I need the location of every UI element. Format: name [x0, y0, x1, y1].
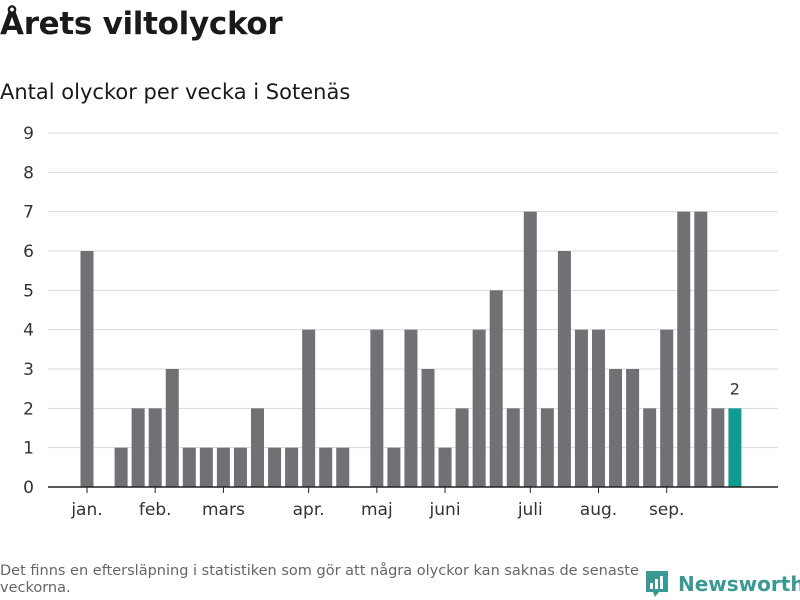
bar: [455, 408, 469, 487]
y-tick-label: 7: [23, 203, 34, 223]
bar: [336, 447, 350, 487]
bar: [540, 408, 554, 487]
bar: [302, 329, 316, 487]
bar: [626, 369, 640, 487]
x-tick-label: maj: [361, 500, 393, 520]
bar: [592, 329, 605, 487]
bar: [80, 251, 94, 487]
bar: [319, 447, 333, 487]
y-tick-label: 1: [23, 439, 34, 459]
bar: [506, 408, 520, 487]
bar: [557, 251, 571, 487]
y-tick-label: 2: [23, 399, 34, 419]
bar: [114, 447, 128, 487]
bar: [233, 447, 247, 487]
y-tick-label: 9: [23, 124, 34, 144]
chart-title: Årets viltolyckor: [0, 6, 283, 42]
bar: [370, 329, 384, 487]
chart-subtitle: Antal olyckor per vecka i Sotenäs: [0, 80, 351, 104]
footnote: Det finns en eftersläpning i statistiken…: [0, 563, 639, 596]
x-tick-label: feb.: [139, 500, 172, 520]
bar: [660, 329, 674, 487]
y-tick-label: 5: [23, 281, 34, 301]
y-tick-label: 6: [23, 242, 34, 262]
bar: [387, 447, 401, 487]
x-tick-label: mars: [202, 500, 245, 520]
bar: [421, 369, 435, 487]
brand-logo[interactable]: Newsworthy: [644, 568, 800, 600]
x-tick-label: juli: [517, 500, 543, 520]
bar: [438, 447, 452, 487]
y-tick-label: 8: [23, 163, 34, 183]
y-tick-label: 4: [23, 321, 34, 341]
bar: [489, 290, 503, 487]
x-tick-label: aug.: [580, 500, 617, 520]
x-tick-label: juni: [429, 500, 461, 520]
bar: [165, 369, 179, 487]
brand-name: Newsworthy: [678, 572, 800, 596]
bar: [574, 329, 588, 487]
bar: [182, 447, 196, 487]
x-tick-label: apr.: [293, 500, 325, 520]
bar: [643, 408, 657, 487]
bar: [404, 329, 418, 487]
x-tick-label: jan.: [70, 500, 102, 520]
bar: [472, 329, 486, 487]
bar: [131, 408, 145, 487]
newsworthy-logo-icon: [646, 571, 668, 597]
bar: [523, 211, 537, 487]
y-tick-label: 3: [23, 360, 34, 380]
data-label: 2: [730, 379, 740, 398]
bar-chart: 0 1 2 3 4 5 6 7 8 9 2 jan. feb. mars apr. maj juni juli au…: [23, 124, 778, 520]
bar: [285, 447, 299, 487]
bar: [251, 408, 264, 487]
bar-highlight: [728, 408, 742, 487]
bar: [677, 211, 691, 487]
bar: [694, 211, 708, 487]
x-tick-label: sep.: [649, 500, 685, 520]
y-tick-label: 0: [23, 478, 34, 498]
bar: [609, 369, 623, 487]
bar: [268, 447, 282, 487]
bar: [199, 447, 213, 487]
bar: [216, 447, 230, 487]
bar: [711, 408, 725, 487]
bar: [148, 408, 162, 487]
